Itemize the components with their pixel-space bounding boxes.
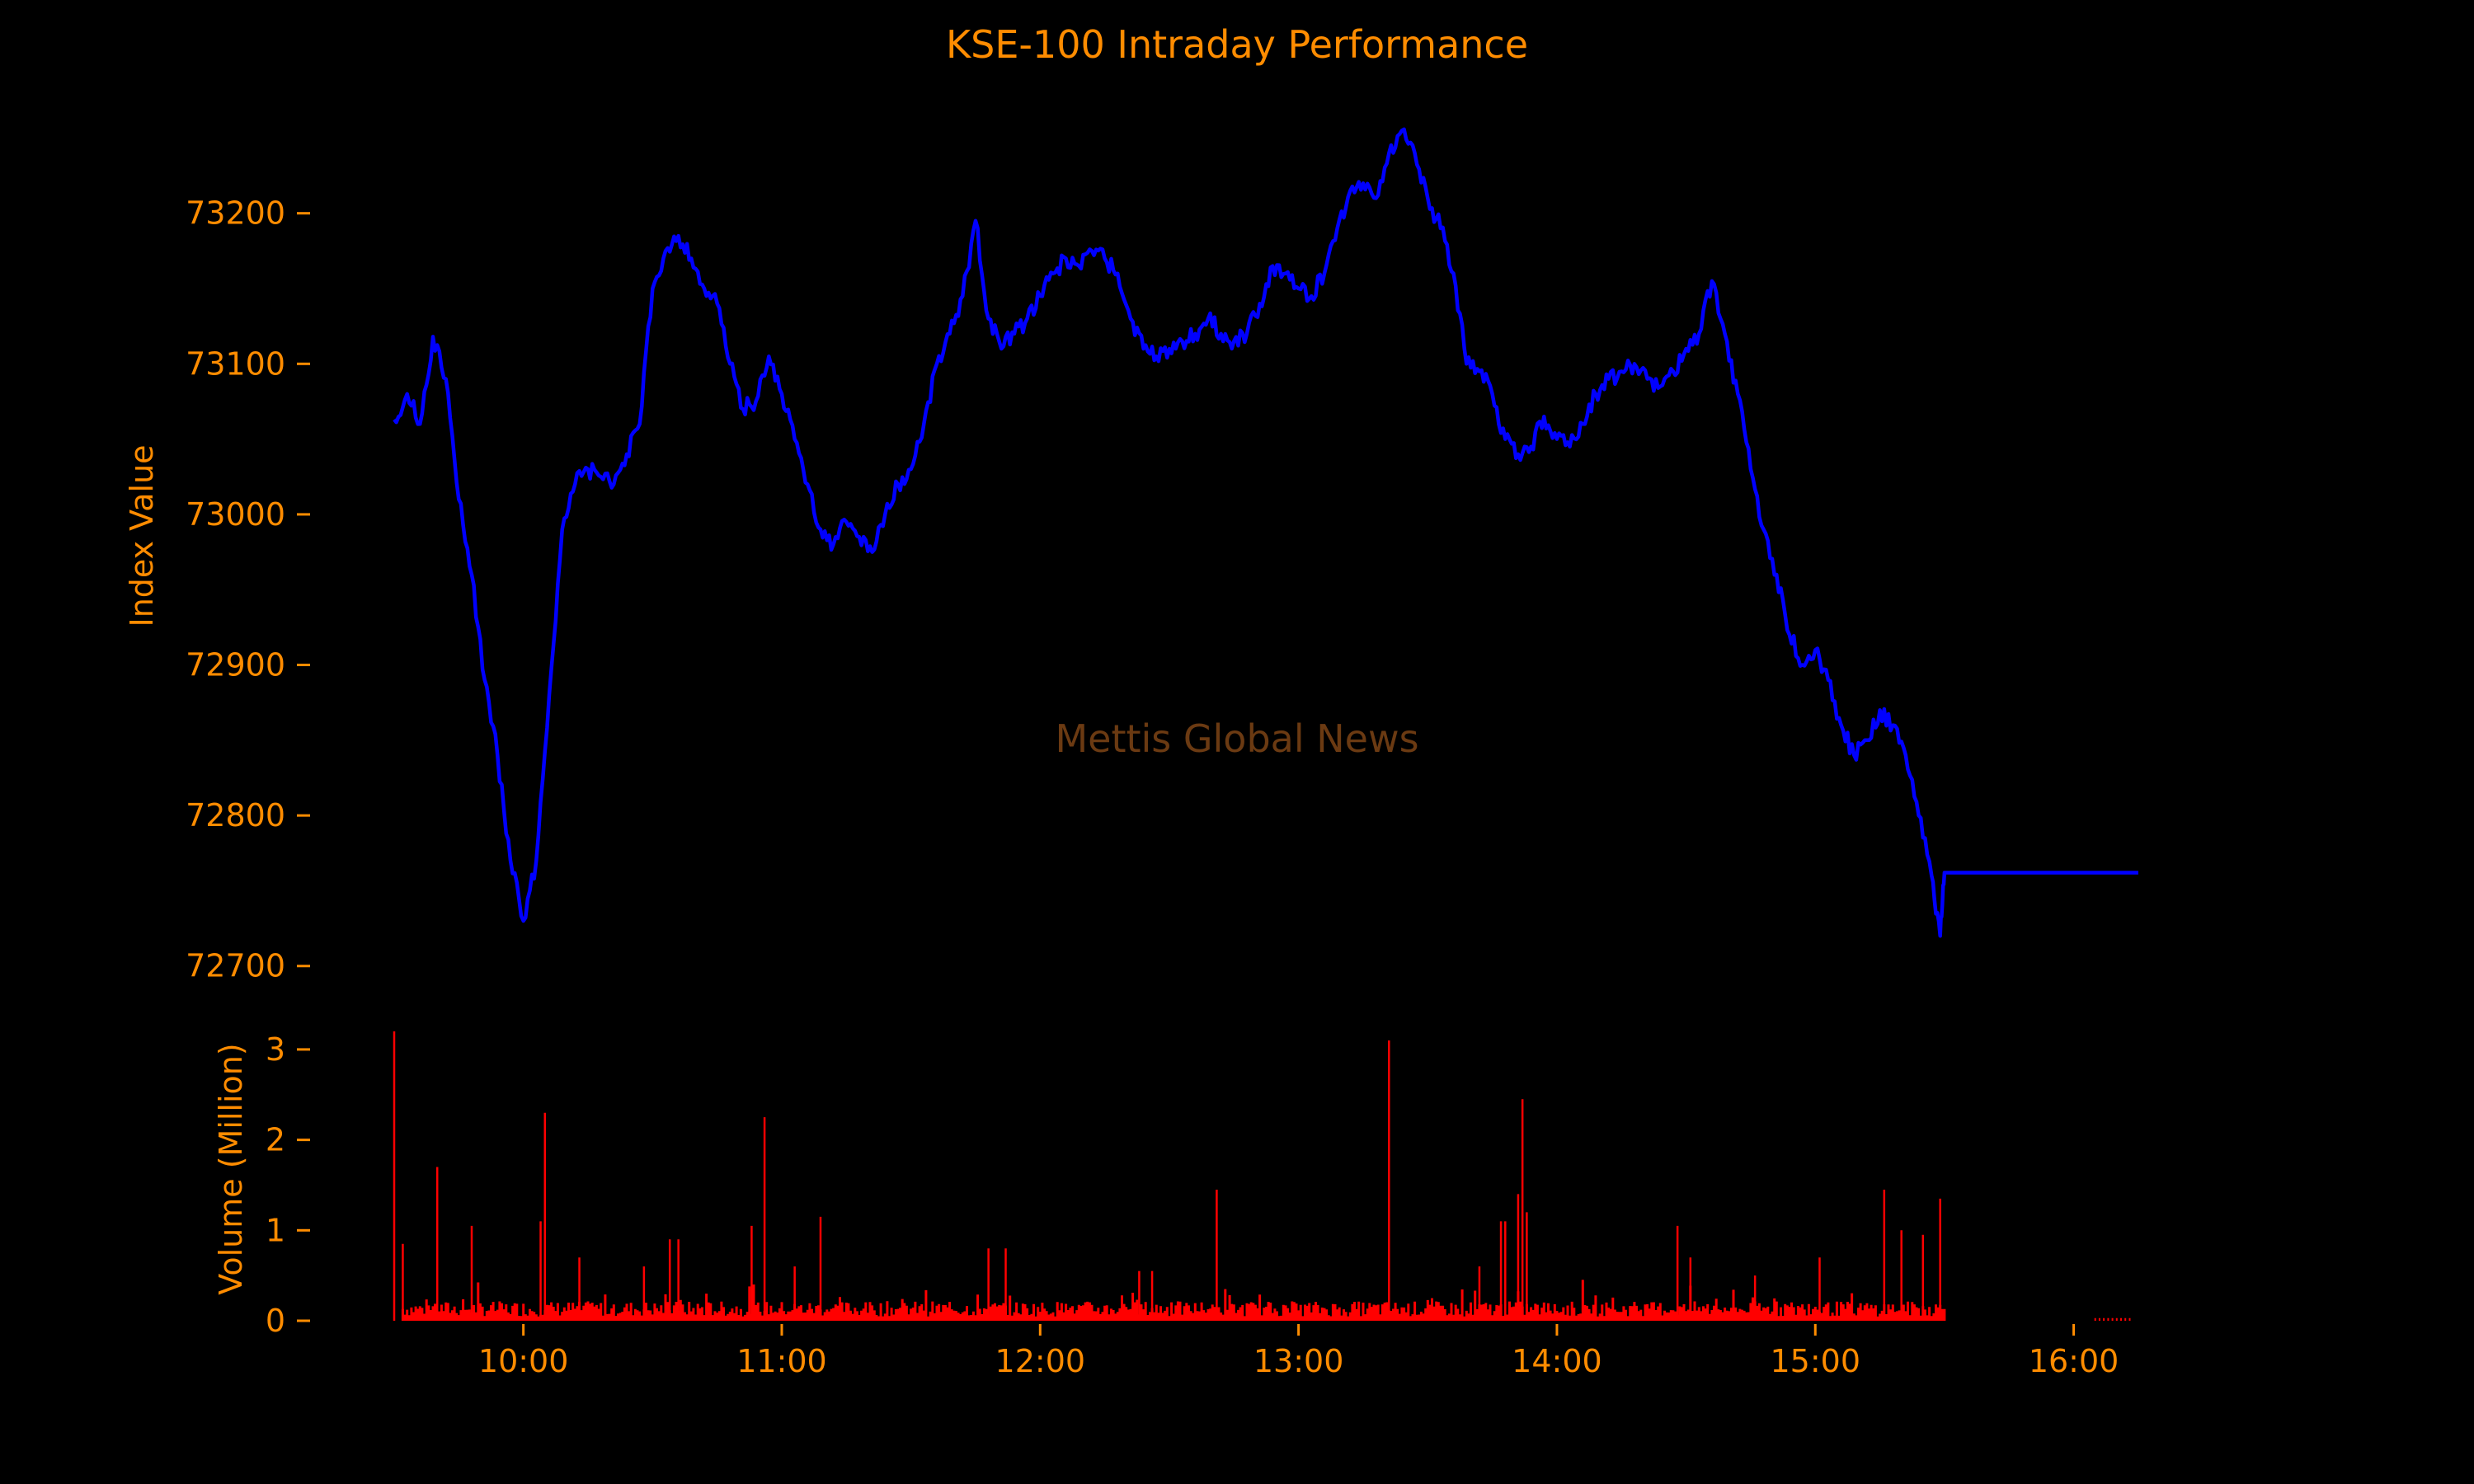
x-tick-label: 12:00	[995, 1343, 1086, 1379]
price-y-ticks: 72700 72800 72900 73000 73100 73200	[186, 195, 310, 984]
price-series-line	[393, 127, 2138, 938]
x-tick-label: 10:00	[478, 1343, 569, 1379]
x-tick-label: 11:00	[736, 1343, 827, 1379]
price-y-tick-label: 72800	[186, 797, 285, 834]
x-tick-label: 15:00	[1771, 1343, 1861, 1379]
price-y-tick-label: 73200	[186, 195, 285, 232]
x-tick-label: 14:00	[1512, 1343, 1602, 1379]
volume-y-tick-label: 1	[266, 1212, 285, 1248]
volume-bars	[393, 1031, 2131, 1321]
chart-title: KSE-100 Intraday Performance	[946, 22, 1528, 67]
x-axis-ticks: 10:00 11:00 12:00 13:00 14:00 15:00 16:00	[478, 1324, 2119, 1379]
price-y-tick-label: 72900	[186, 647, 285, 683]
volume-y-ticks: 0 1 2 3	[266, 1031, 310, 1339]
volume-y-tick-label: 2	[266, 1122, 285, 1158]
volume-y-tick-label: 0	[266, 1303, 285, 1339]
price-y-tick-label: 72700	[186, 948, 285, 984]
price-y-tick-label: 73000	[186, 496, 285, 533]
volume-y-axis-label: Volume (Million)	[213, 1043, 249, 1294]
x-tick-label: 13:00	[1253, 1343, 1344, 1379]
volume-afterhours-bars	[2094, 1317, 2131, 1321]
watermark-text: Mettis Global News	[1055, 716, 1418, 761]
price-y-tick-label: 73100	[186, 345, 285, 382]
volume-y-tick-label: 3	[266, 1031, 285, 1068]
price-y-axis-label: Index Value	[124, 444, 160, 627]
x-tick-label: 16:00	[2029, 1343, 2119, 1379]
price-line-group	[393, 127, 2138, 938]
